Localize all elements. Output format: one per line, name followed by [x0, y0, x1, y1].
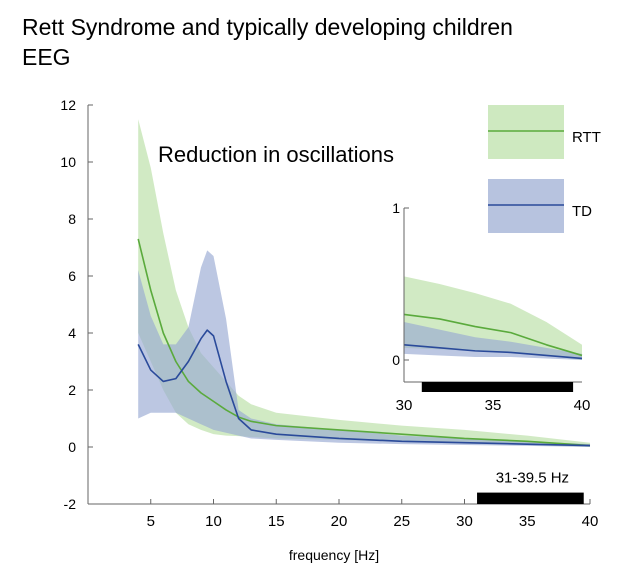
annotation-text: Reduction in oscillations [158, 142, 394, 167]
frequency-band-bar [477, 492, 584, 504]
y-tick-label: 8 [68, 211, 76, 227]
main-line-rtt [137, 238, 591, 447]
x-tick-label: 25 [393, 513, 410, 530]
title-line-2: EEG [22, 44, 71, 70]
main-line-td [137, 329, 591, 447]
legend-swatch-rtt [488, 105, 564, 159]
y-tick-label: 2 [68, 382, 76, 398]
inset-x-tick-label: 35 [485, 397, 502, 414]
y-tick-label: 10 [60, 154, 76, 170]
chart-title: Rett Syndrome and typically developing c… [22, 12, 513, 72]
legend-swatch-td [488, 179, 564, 233]
y-tick-label: 0 [68, 439, 76, 455]
frequency-band-label: 31-39.5 Hz [496, 470, 569, 487]
inset-line-td [403, 344, 583, 360]
x-tick-label: 15 [268, 513, 285, 530]
legend-label-td: TD [572, 203, 592, 220]
y-tick-label: 6 [68, 268, 76, 284]
legend-label-rtt: RTT [572, 129, 601, 146]
x-tick-label: 35 [519, 513, 536, 530]
inset-band-td [404, 322, 582, 360]
x-axis-label: frequency [Hz] [289, 547, 379, 563]
y-tick-label: 4 [68, 325, 76, 341]
inset-x-tick-label: 30 [396, 397, 413, 414]
x-tick-label: 5 [147, 513, 155, 530]
y-tick-label: 12 [60, 97, 76, 113]
x-tick-label: 30 [456, 513, 473, 530]
main-band-td [138, 250, 590, 447]
inset-line-rtt [403, 313, 583, 357]
inset-frequency-band-bar [421, 382, 574, 392]
x-tick-label: 10 [205, 513, 222, 530]
inset-plot: 0 1 30 35 40 [388, 196, 600, 420]
inset-x-tick-label: 40 [574, 397, 591, 414]
inset-y-tick-label: 1 [392, 200, 400, 216]
y-tick-label: -2 [64, 496, 77, 512]
inset-y-tick-label: 0 [392, 352, 400, 368]
x-tick-label: 40 [582, 513, 599, 530]
title-line-1: Rett Syndrome and typically developing c… [22, 14, 513, 40]
legend: RTT TD [488, 105, 601, 233]
x-tick-label: 20 [331, 513, 348, 530]
